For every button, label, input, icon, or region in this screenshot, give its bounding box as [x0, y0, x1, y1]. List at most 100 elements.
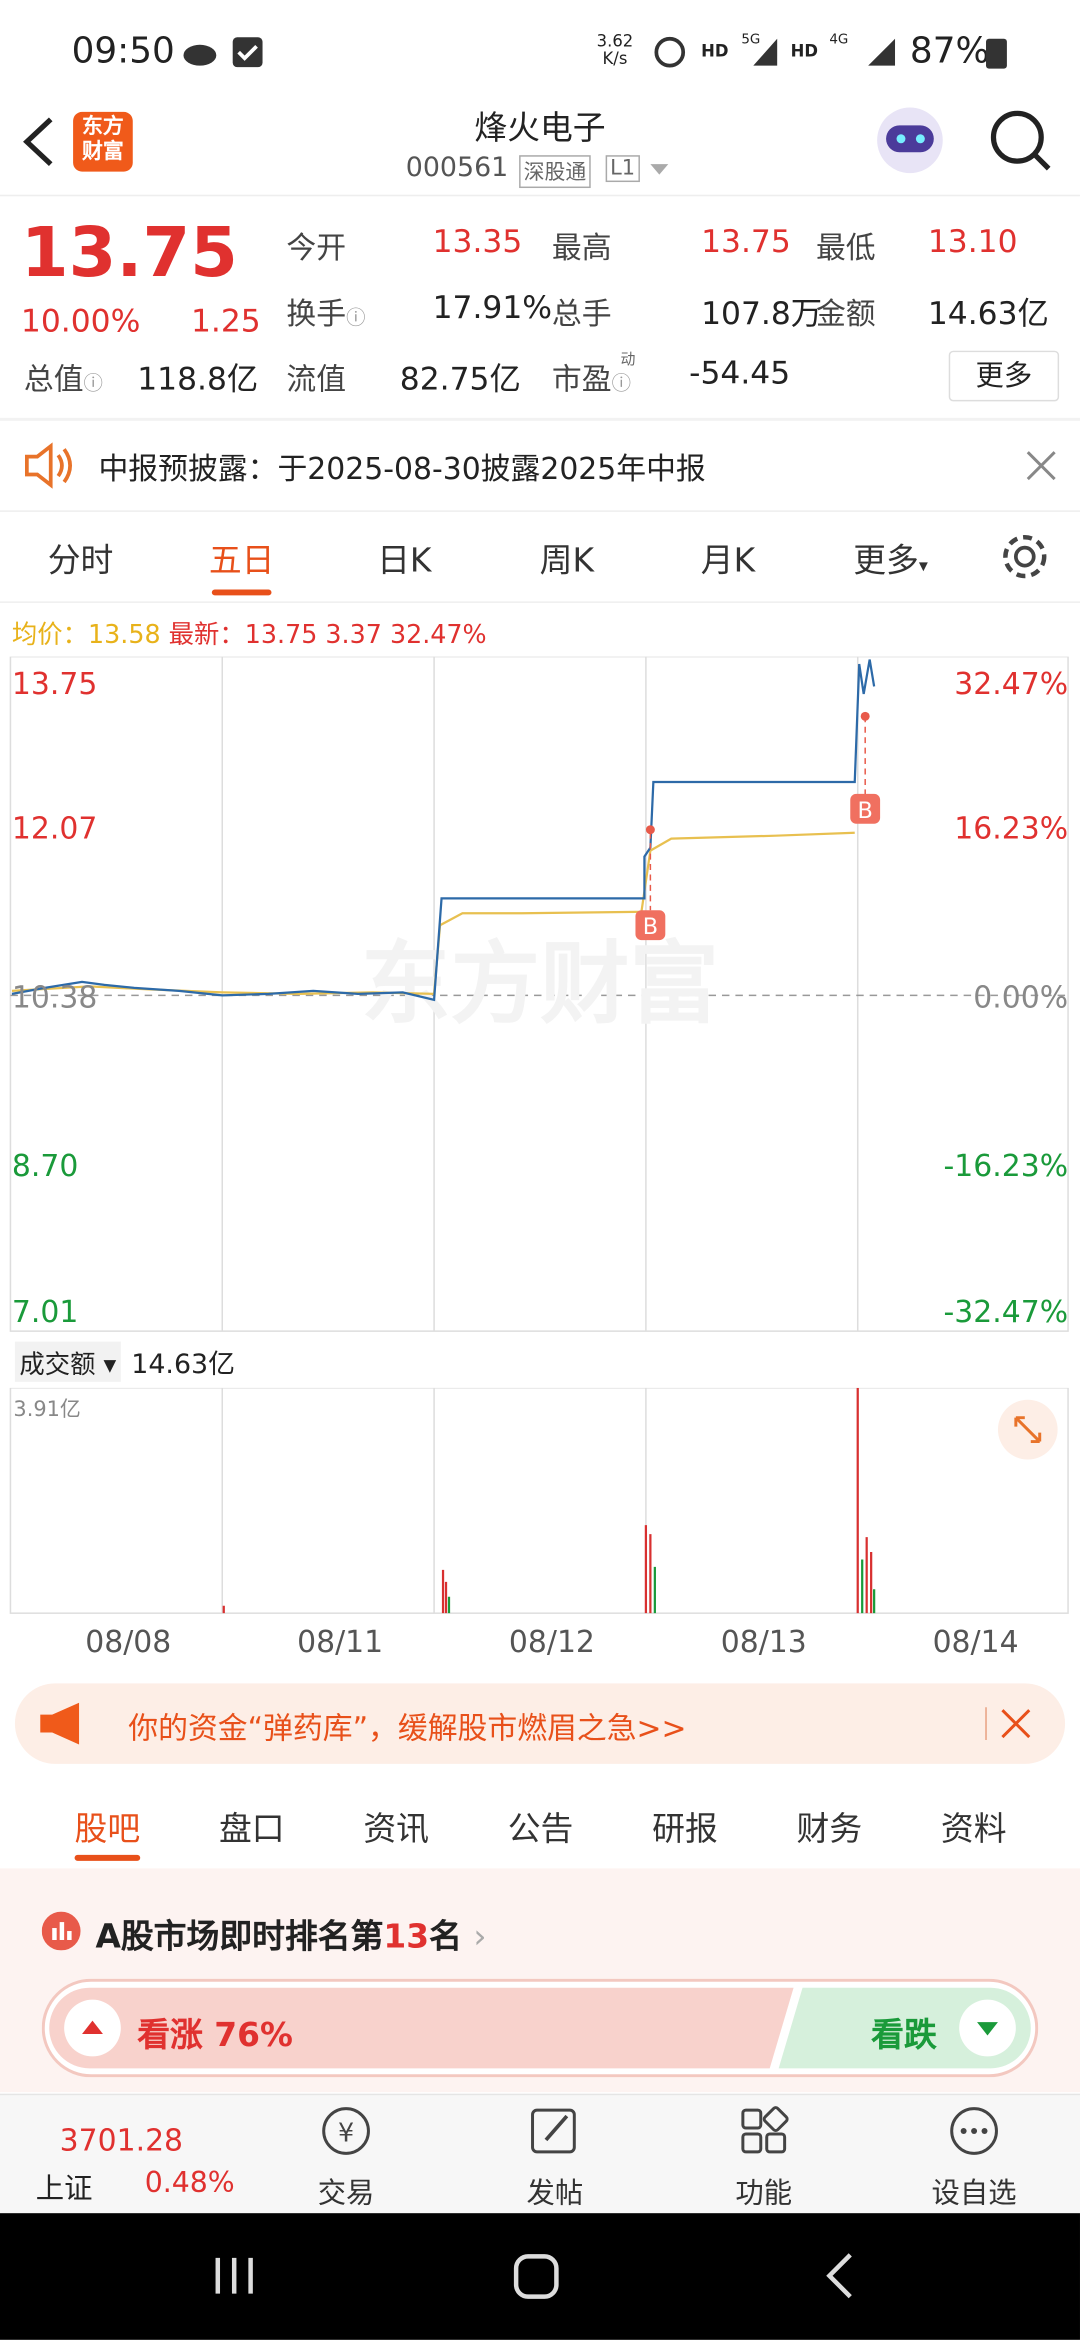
date-label: 08/08	[85, 1623, 172, 1660]
ad-icon	[40, 1702, 80, 1745]
index-name: 上证	[35, 2172, 93, 2206]
sub-tab[interactable]: 资讯	[363, 1811, 430, 1849]
nav-item[interactable]: 设自选	[931, 2177, 1017, 2211]
bull[interactable]: 看涨 76%	[137, 2017, 293, 2055]
notice[interactable]: 中报预披露：于2025-08-30披露2025年中报	[98, 450, 706, 487]
tab[interactable]: 周K	[539, 543, 595, 581]
volume-max: 3.91亿	[13, 1398, 81, 1423]
volume-selector[interactable]: 成交额 ▾	[14, 1341, 121, 1382]
latest-change: 3.37	[325, 620, 382, 651]
tab[interactable]: 日K	[377, 543, 432, 581]
sub-tab[interactable]: 盘口	[218, 1811, 285, 1849]
sub-tab[interactable]: 研报	[652, 1811, 718, 1849]
speed-unit: K/s	[602, 49, 628, 69]
price-chart: 东方财富 B B	[9, 656, 1069, 1332]
field-value: 13.75	[701, 223, 791, 260]
more-button[interactable]: 更多	[948, 350, 1060, 402]
change: 1.25	[190, 302, 261, 339]
nav-item[interactable]: 交易	[317, 2177, 375, 2211]
ad-text[interactable]: 你的资金“弹药库”，缓解股市燃眉之急>>	[128, 1710, 687, 1746]
latest-label: 最新：	[168, 620, 245, 651]
bear[interactable]: 看跌	[871, 2017, 937, 2055]
field-value: 118.8亿	[137, 361, 259, 397]
y-axis-right: 0.00%	[973, 978, 1069, 1015]
chart-info: 均价：13.58 最新：13.75 3.37 32.47%	[11, 613, 487, 651]
svg-text:¥: ¥	[338, 2117, 354, 2147]
y-axis-right: -16.23%	[943, 1147, 1069, 1184]
net: 4G	[829, 32, 849, 48]
home[interactable]	[513, 2254, 559, 2299]
ranking-suffix: 名	[429, 1919, 462, 1957]
change-pct: 10.00%	[20, 302, 141, 339]
sub-tab[interactable]: 公告	[507, 1811, 574, 1849]
y-axis-left: 12.07	[11, 810, 98, 847]
y-axis-left: 13.75	[11, 665, 98, 702]
field-label: 金额	[815, 295, 876, 332]
field-label: 流值	[286, 361, 347, 397]
nav-item[interactable]: 发帖	[526, 2177, 584, 2211]
watermark: 东方财富	[361, 933, 719, 1037]
tag: L1	[605, 155, 640, 183]
sub-tab[interactable]: 资料	[940, 1811, 1007, 1849]
selector-text: 成交额	[19, 1350, 96, 1381]
field-value: 82.75亿	[399, 361, 521, 397]
nav-item[interactable]: 功能	[735, 2177, 793, 2211]
bottom-nav	[0, 2093, 1080, 2215]
logo-text: 东方	[82, 114, 124, 139]
rank-icon	[41, 1911, 81, 1951]
field-label: 换手ⓘ	[286, 295, 366, 332]
stock-code: 000561	[405, 152, 509, 184]
tab[interactable]: 五日	[208, 543, 275, 581]
divider	[0, 601, 1080, 603]
tab[interactable]: 月K	[700, 543, 756, 581]
search[interactable]	[990, 110, 1044, 164]
stock-name: 烽火电子	[474, 110, 606, 148]
index-value[interactable]: 3701.28	[59, 2122, 184, 2158]
field-value: 17.91%	[432, 289, 553, 326]
tab-underline	[211, 589, 272, 596]
sub-tab[interactable]: 股吧	[74, 1811, 141, 1849]
close[interactable]	[1023, 448, 1059, 484]
y-axis-left: 7.01	[11, 1293, 79, 1330]
index-pct: 0.48%	[144, 2166, 235, 2200]
y-axis-left: 8.70	[11, 1147, 79, 1184]
avg: 13.58	[88, 620, 161, 651]
field-sup: 动	[620, 352, 636, 369]
caret: ▾	[918, 555, 928, 577]
field-label: 市盈ⓘ	[551, 361, 632, 397]
system-nav	[0, 2213, 1080, 2340]
field-label: 今开	[286, 229, 347, 266]
date-label: 08/13	[720, 1623, 807, 1660]
sys-back[interactable]	[826, 2253, 852, 2299]
field-label: 总值ⓘ	[23, 361, 103, 397]
header-icons	[0, 107, 1080, 197]
ranking-rank: 13	[383, 1919, 430, 1957]
tab[interactable]: 更多▾	[853, 543, 928, 581]
info-icon: ⓘ	[83, 373, 103, 396]
info-icon: ⓘ	[611, 373, 632, 396]
logo: 东方 财富	[76, 115, 130, 166]
y-axis-right: -32.47%	[943, 1293, 1069, 1330]
field-value: 14.63亿	[927, 295, 1049, 332]
vote-bar[interactable]	[41, 1978, 1039, 2078]
sub-tab[interactable]: 财务	[796, 1811, 863, 1849]
divider	[0, 510, 1080, 512]
time: 09:50	[71, 29, 175, 72]
info-icon: ⓘ	[346, 307, 366, 330]
back[interactable]	[23, 117, 53, 167]
marker: B	[858, 798, 873, 824]
ad-banner[interactable]	[14, 1683, 1066, 1764]
tag: 深股通	[519, 155, 591, 189]
tab[interactable]: 分时	[47, 543, 114, 581]
settings[interactable]	[999, 531, 1050, 582]
ranking[interactable]: A股市场即时排名第13名 ›	[95, 1919, 487, 1957]
date-label: 08/12	[508, 1623, 595, 1660]
field-label: 最高	[551, 229, 612, 266]
y-axis-left: 10.38	[11, 978, 98, 1015]
avg-label: 均价：	[11, 620, 89, 651]
ad-close[interactable]	[985, 1704, 1039, 1743]
speed: 3.62 K/s	[597, 32, 634, 69]
field-label: 最低	[815, 229, 876, 266]
